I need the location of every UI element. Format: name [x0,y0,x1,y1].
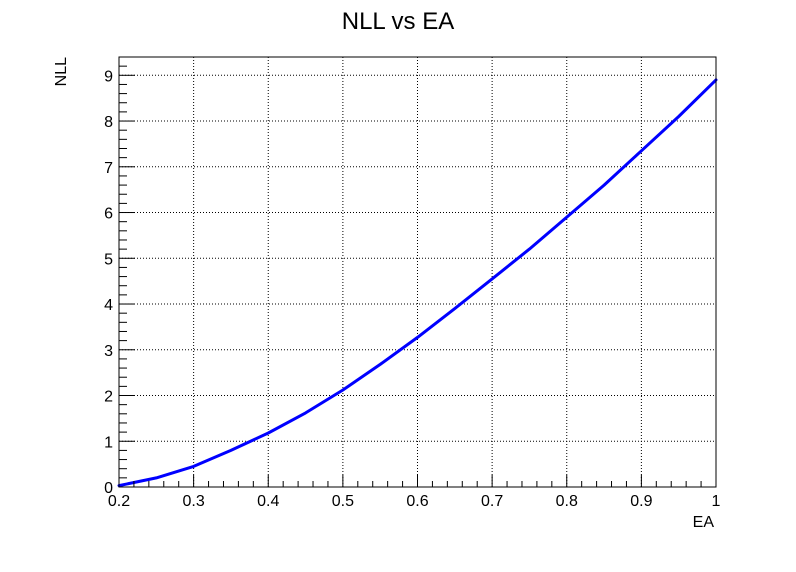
y-tick-label: 5 [104,251,113,268]
x-tick-label: 1 [712,493,721,510]
tick-labels: 0.2 0.3 0.4 0.5 0.6 0.7 0.8 0.9 1 0 1 2 3 4 5 6 7 8 9 [104,68,720,510]
x-tick-label: 0.8 [556,493,578,510]
x-tick-label: 0.6 [406,493,428,510]
x-axis-title: EA [693,514,715,531]
y-tick-label: 7 [104,160,113,177]
y-tick-label: 8 [104,114,113,131]
series-layer [117,78,718,488]
x-tick-label: 0.4 [257,493,279,510]
x-tick-label: 0.9 [630,493,652,510]
x-tick-label: 0.7 [481,493,503,510]
y-tick-label: 3 [104,343,113,360]
x-tick-label: 0.5 [332,493,354,510]
y-tick-label: 9 [104,68,113,85]
y-tick-label: 1 [104,434,113,451]
y-axis-title: NLL [53,57,70,86]
x-tick-label: 0.2 [108,493,130,510]
grid [119,57,716,487]
ticks [118,56,717,488]
y-tick-label: 4 [104,297,113,314]
y-tick-label: 0 [104,480,113,497]
series-line [117,78,718,488]
x-tick-label: 0.3 [183,493,205,510]
chart-title: NLL vs EA [342,8,455,35]
y-tick-label: 2 [104,389,113,406]
y-tick-label: 6 [104,206,113,223]
